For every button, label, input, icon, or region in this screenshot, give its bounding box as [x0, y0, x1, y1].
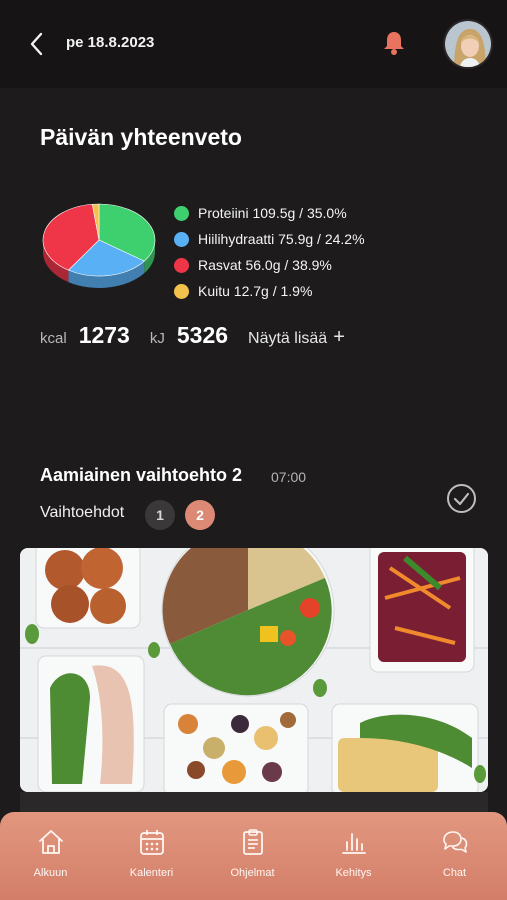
macro-pie-chart [42, 203, 156, 288]
options-label: Vaihtoehdot [40, 504, 125, 521]
meal-title: Aamiainen vaihtoehto 2 [40, 465, 243, 485]
fiber-color-dot [174, 283, 189, 299]
nav-item-programs[interactable]: Ohjelmat [202, 812, 303, 900]
pie-side-carbs [68, 261, 145, 288]
legend-item-protein: Proteiini 109.5g / 35.0% [174, 200, 365, 226]
nav-label-chat: Chat [442, 867, 467, 879]
macro-legend: Proteiini 109.5g / 35.0% Hiilihydraatti … [174, 200, 365, 304]
option-button-1[interactable]: 1 [145, 500, 175, 530]
header-date[interactable]: pe 18.8.2023 [66, 34, 155, 51]
back-arrow-icon[interactable] [26, 30, 48, 58]
user-avatar[interactable] [443, 19, 493, 69]
nav-item-home[interactable]: Alkuun [0, 812, 101, 900]
nav-label-calendar: Kalenteri [129, 867, 174, 879]
nav-item-chat[interactable]: Chat [404, 812, 505, 900]
legend-item-fat: Rasvat 56.0g / 38.9% [174, 252, 365, 278]
kj-unit: kJ [149, 330, 165, 347]
energy-summary: kcal 1273 kJ 5326 Näytä lisää + [40, 322, 345, 349]
pie-side-fat [43, 240, 69, 283]
chat-icon [443, 831, 468, 853]
nav-item-calendar[interactable]: Kalenteri [101, 812, 202, 900]
avatar-image [445, 21, 491, 67]
pie-slice-fiber [91, 203, 100, 241]
notification-bell-icon[interactable] [382, 30, 406, 56]
kj-value: 5326 [176, 322, 229, 348]
carbs-label: Hiilihydraatti 75.9g / 24.2% [198, 231, 365, 247]
protein-label: Proteiini 109.5g / 35.0% [198, 205, 347, 221]
option-button-2[interactable]: 2 [185, 500, 215, 530]
meal-photo-image [20, 548, 488, 792]
summary-title: Päivän yhteenveto [40, 124, 242, 150]
legend-item-fiber: Kuitu 12.7g / 1.9% [174, 278, 365, 304]
fat-label: Rasvat 56.0g / 38.9% [198, 257, 332, 273]
meal-time: 07:00 [271, 469, 307, 485]
nav-item-progress[interactable]: Kehitys [303, 812, 404, 900]
nav-label-programs: Ohjelmat [230, 867, 275, 879]
pie-slice-protein [98, 203, 156, 262]
show-more-link[interactable]: Näytä lisää [248, 330, 328, 347]
protein-color-dot [174, 205, 189, 221]
kcal-value: 1273 [78, 322, 130, 348]
pie-slice-carbs [67, 239, 145, 277]
fat-color-dot [174, 257, 189, 273]
bottom-navigation: Alkuun Kalenteri Ohjelmat Ke [0, 812, 507, 900]
pie-side-protein [144, 240, 155, 274]
plus-icon[interactable]: + [333, 326, 345, 348]
nav-label-progress: Kehitys [335, 867, 372, 879]
carbs-color-dot [174, 231, 189, 247]
fiber-label: Kuitu 12.7g / 1.9% [198, 283, 313, 299]
check-circle-icon[interactable] [446, 483, 477, 514]
nav-label-home: Alkuun [33, 867, 68, 879]
home-icon [39, 830, 63, 854]
kcal-unit: kcal [40, 330, 67, 347]
legend-item-carbs: Hiilihydraatti 75.9g / 24.2% [174, 226, 365, 252]
calendar-icon [140, 830, 164, 855]
pie-slice-fat [42, 203, 100, 271]
bar-chart-icon [342, 833, 366, 854]
top-bar: pe 18.8.2023 [0, 0, 507, 88]
clipboard-icon [243, 829, 263, 855]
meal-photo[interactable] [20, 548, 488, 792]
